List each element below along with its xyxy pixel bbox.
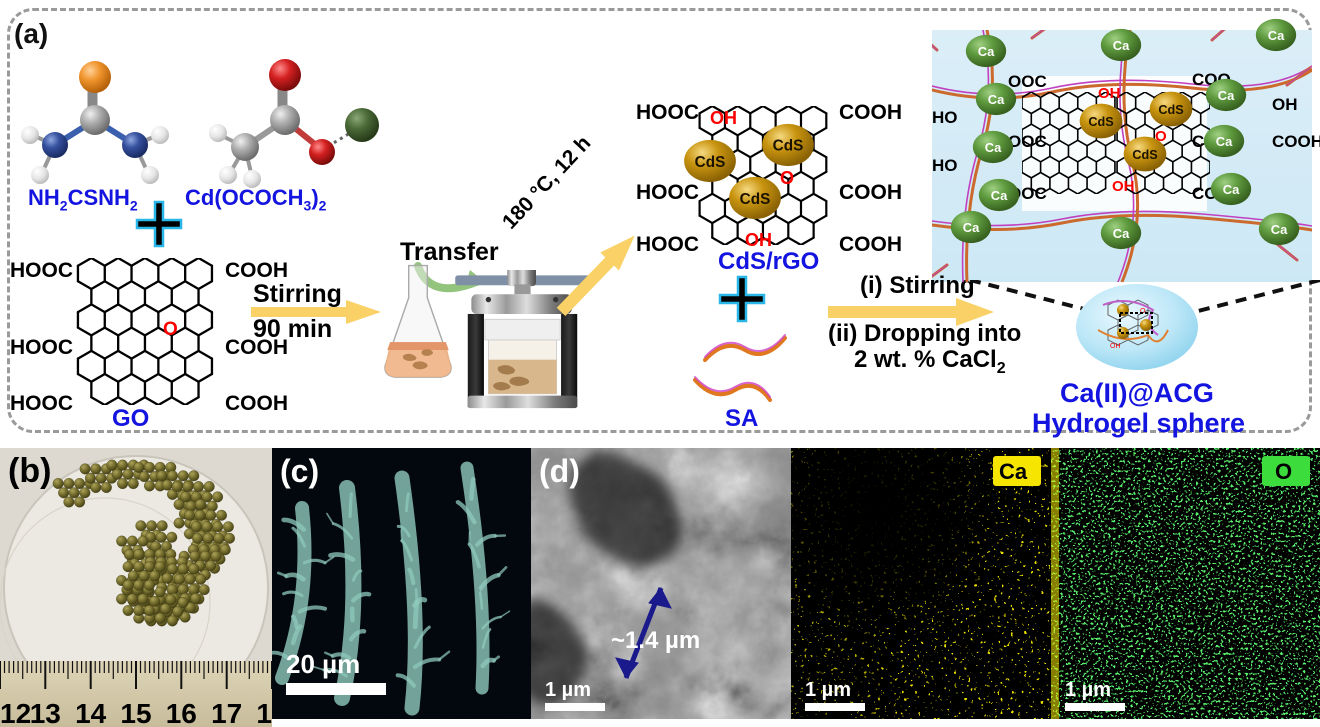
svg-text:CdS: CdS <box>1088 115 1113 129</box>
svg-text:Ca: Ca <box>978 44 995 59</box>
svg-text:16: 16 <box>166 698 197 727</box>
svg-text:Ca: Ca <box>999 459 1028 484</box>
svg-text:~1.4 µm: ~1.4 µm <box>611 627 700 654</box>
svg-text:Ca: Ca <box>985 140 1002 155</box>
svg-text:Ca: Ca <box>991 188 1008 203</box>
svg-text:1: 1 <box>256 698 272 727</box>
svg-text:Ca: Ca <box>1223 182 1240 197</box>
svg-text:Ca: Ca <box>1216 134 1233 149</box>
svg-text:Ca: Ca <box>988 92 1005 107</box>
svg-text:CdS: CdS <box>695 154 726 171</box>
svg-text:Ca: Ca <box>1271 222 1288 237</box>
svg-text:(c): (c) <box>280 453 319 489</box>
svg-text:13: 13 <box>30 698 61 727</box>
svg-text:1 µm: 1 µm <box>805 679 851 701</box>
svg-text:15: 15 <box>120 698 151 727</box>
svg-text:1 µm: 1 µm <box>1065 679 1111 701</box>
svg-text:CdS: CdS <box>1158 103 1183 117</box>
svg-text:O: O <box>1275 459 1292 484</box>
svg-text:17: 17 <box>211 698 242 727</box>
svg-text:Ca: Ca <box>1218 88 1235 103</box>
svg-text:OH: OH <box>1110 343 1121 350</box>
svg-text:CdS: CdS <box>740 191 771 208</box>
svg-text:CdS: CdS <box>1132 148 1157 162</box>
svg-text:14: 14 <box>75 698 107 727</box>
svg-text:12: 12 <box>0 698 31 727</box>
svg-text:(d): (d) <box>539 453 580 489</box>
svg-text:1 µm: 1 µm <box>545 679 591 701</box>
svg-text:20 µm: 20 µm <box>286 649 360 679</box>
svg-text:Ca: Ca <box>963 220 980 235</box>
svg-text:Ca: Ca <box>1268 28 1285 43</box>
svg-text:Ca: Ca <box>1113 226 1130 241</box>
svg-text:Ca: Ca <box>1113 38 1130 53</box>
svg-text:(b): (b) <box>8 452 51 490</box>
svg-text:CdS: CdS <box>773 138 804 155</box>
